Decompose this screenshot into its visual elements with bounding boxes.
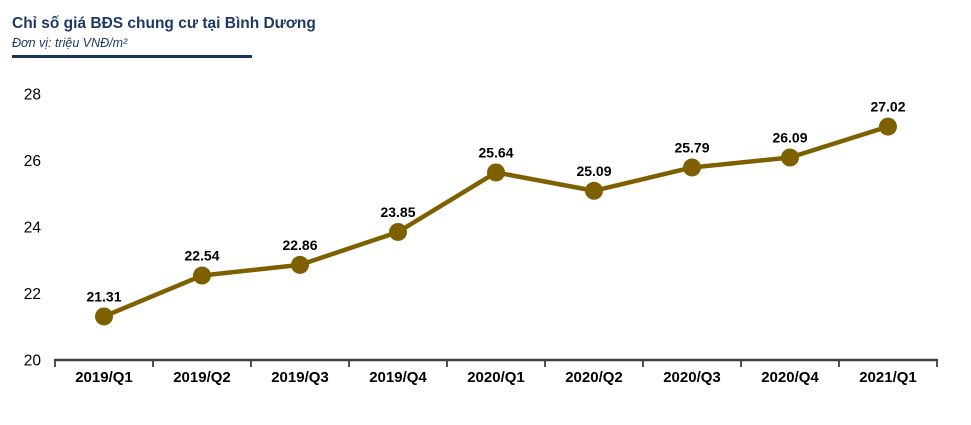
x-axis-category-label: 2020/Q3 (663, 369, 721, 386)
header-rule (12, 55, 252, 58)
data-point-label: 21.31 (86, 288, 121, 304)
data-point-marker (781, 148, 799, 167)
data-point-label: 23.85 (380, 204, 415, 220)
x-axis-category-label: 2020/Q4 (761, 369, 819, 386)
chart-title: Chỉ số giá BĐS chung cư tại Bình Dương (12, 15, 316, 32)
data-point-marker (291, 255, 309, 274)
x-axis-category-label: 2019/Q3 (271, 369, 329, 386)
data-point-marker (683, 158, 701, 177)
data-point-marker (585, 181, 603, 200)
data-point-label: 27.02 (870, 99, 905, 115)
data-point-marker (879, 117, 897, 136)
data-point-marker (389, 222, 407, 241)
data-point-marker (95, 307, 113, 326)
x-axis-category-label: 2020/Q1 (467, 369, 525, 386)
y-axis-tick-label: 26 (24, 153, 41, 170)
data-point-marker (487, 163, 505, 182)
data-point-label: 25.09 (576, 163, 611, 179)
x-axis-category-label: 2020/Q2 (565, 369, 623, 386)
x-axis-category-label: 2021/Q1 (859, 369, 917, 386)
x-axis-category-label: 2019/Q2 (173, 369, 231, 386)
y-axis-tick-label: 28 (24, 87, 41, 104)
data-point-marker (193, 266, 211, 285)
chart-header: Chỉ số giá BĐS chung cư tại Bình Dương Đ… (12, 14, 316, 50)
data-point-label: 25.79 (674, 139, 709, 155)
x-axis-category-label: 2019/Q4 (369, 369, 427, 386)
y-axis-tick-label: 24 (24, 220, 42, 237)
chart-subtitle: Đơn vị: triệu VNĐ/m² (12, 36, 128, 51)
y-axis-tick-label: 22 (24, 286, 41, 303)
data-point-label: 25.64 (478, 144, 513, 160)
data-point-label: 26.09 (772, 130, 807, 146)
y-axis-tick-label: 20 (24, 353, 42, 370)
x-axis-category-label: 2019/Q1 (75, 369, 133, 386)
data-point-label: 22.54 (184, 248, 219, 264)
data-point-label: 22.86 (282, 237, 317, 253)
